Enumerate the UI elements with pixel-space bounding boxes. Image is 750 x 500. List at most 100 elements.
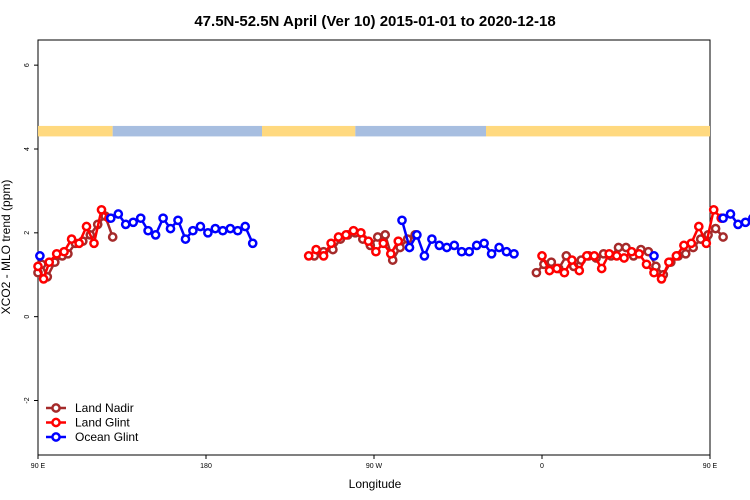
x-axis-label: Longitude <box>349 477 402 491</box>
legend-marker <box>51 417 61 428</box>
data-point-ocean-glint <box>35 251 45 261</box>
data-point-ocean-glint <box>434 240 445 251</box>
data-point-ocean-glint <box>471 240 482 251</box>
data-point-land-glint <box>59 246 69 257</box>
data-point-ocean-glint <box>479 238 489 249</box>
legend-marker <box>51 403 61 413</box>
data-point-ocean-glint <box>143 225 153 236</box>
data-point-land-glint <box>363 236 374 247</box>
data-point-land-glint <box>385 248 396 259</box>
data-point-land-glint <box>634 248 644 259</box>
data-point-land-glint <box>552 263 562 274</box>
data-point-land-glint <box>311 244 321 255</box>
legend-label: Land Glint <box>75 416 130 430</box>
data-point-land-glint <box>318 251 329 261</box>
data-point-land-glint <box>333 232 344 242</box>
strip-ocean-segment-1 <box>112 125 263 137</box>
data-point-ocean-glint <box>501 246 512 257</box>
data-point-land-glint <box>33 261 43 272</box>
data-point-ocean-glint <box>247 238 258 249</box>
data-point-land-glint <box>626 246 637 257</box>
data-point-land-glint <box>596 263 607 274</box>
y-tick-label: 0 <box>24 315 31 319</box>
data-point-land-glint <box>581 251 592 261</box>
data-point-land-glint <box>649 267 659 278</box>
legend-item-land-glint: Land Glint <box>46 416 130 430</box>
data-point-land-glint <box>686 238 697 249</box>
data-point-land-nadir <box>372 232 383 242</box>
strip-land-segment-0 <box>38 125 113 137</box>
data-point-ocean-glint <box>128 217 139 228</box>
data-point-ocean-glint <box>180 234 191 244</box>
data-point-land-glint <box>679 240 689 251</box>
data-point-land-glint <box>326 238 336 249</box>
data-point-land-glint <box>348 225 359 236</box>
data-point-land-glint <box>664 257 674 268</box>
data-point-land-nadir <box>107 232 118 242</box>
data-point-land-glint <box>708 204 719 215</box>
land-sea-strip <box>38 125 710 137</box>
data-point-land-glint <box>559 267 570 278</box>
data-point-land-glint <box>604 248 615 259</box>
series-line-ocean-glint <box>400 219 515 260</box>
data-point-land-glint <box>619 253 629 263</box>
data-point-land-glint <box>544 265 555 276</box>
data-point-land-nadir <box>680 248 691 259</box>
data-point-land-nadir <box>613 242 624 253</box>
data-point-ocean-glint <box>427 234 437 244</box>
data-point-ocean-glint <box>441 242 452 253</box>
data-point-ocean-glint <box>649 251 659 261</box>
data-point-land-glint <box>393 236 404 247</box>
x-tick-label: 0 <box>540 463 544 470</box>
data-point-land-nadir <box>710 223 721 234</box>
data-point-ocean-glint <box>397 215 407 226</box>
data-point-ocean-glint <box>120 219 131 230</box>
data-point-land-glint <box>96 204 107 215</box>
data-point-land-glint <box>51 248 62 259</box>
y-axis-label: XCO2 - MLO trend (ppm) <box>0 180 13 315</box>
data-point-ocean-glint <box>740 217 750 228</box>
legend-item-ocean-glint: Ocean Glint <box>46 430 139 444</box>
data-point-land-glint <box>378 238 389 249</box>
data-point-land-glint <box>356 227 366 238</box>
y-tick-label: -2 <box>24 397 31 403</box>
data-point-land-glint <box>641 259 652 270</box>
data-point-ocean-glint <box>105 213 116 224</box>
x-tick-label: 90 W <box>366 463 383 470</box>
data-point-ocean-glint <box>225 223 236 234</box>
legend-label: Land Nadir <box>75 401 134 415</box>
data-point-ocean-glint <box>165 223 176 234</box>
y-tick-label: 2 <box>24 231 31 235</box>
data-point-land-glint <box>81 221 92 232</box>
legend-marker <box>51 432 61 442</box>
legend-item-land-nadir: Land Nadir <box>46 401 134 415</box>
data-point-land-nadir <box>718 232 728 242</box>
series-land-glint <box>33 204 727 284</box>
data-point-ocean-glint <box>456 246 467 257</box>
series-layer <box>33 204 750 284</box>
x-tick-label: 90 E <box>31 463 46 470</box>
data-point-land-glint <box>38 274 49 284</box>
data-point-ocean-glint <box>173 215 183 226</box>
data-point-land-nadir <box>546 257 557 268</box>
data-point-ocean-glint <box>449 240 460 251</box>
data-point-ocean-glint <box>217 225 228 236</box>
strip-ocean-segment-3 <box>355 125 486 137</box>
data-point-land-nadir <box>380 230 391 240</box>
data-point-land-glint <box>303 251 314 261</box>
data-point-ocean-glint <box>419 251 430 261</box>
data-point-ocean-glint <box>188 225 198 236</box>
data-point-ocean-glint <box>150 230 161 240</box>
strip-land-segment-4 <box>486 125 710 137</box>
data-point-ocean-glint <box>203 227 213 238</box>
data-point-land-glint <box>701 238 712 249</box>
data-point-ocean-glint <box>195 221 206 232</box>
data-point-ocean-glint <box>240 221 251 232</box>
data-point-ocean-glint <box>509 248 519 259</box>
data-point-land-glint <box>589 251 600 261</box>
y-tick-label: 6 <box>24 63 31 67</box>
x-tick-label: 90 E <box>703 463 718 470</box>
